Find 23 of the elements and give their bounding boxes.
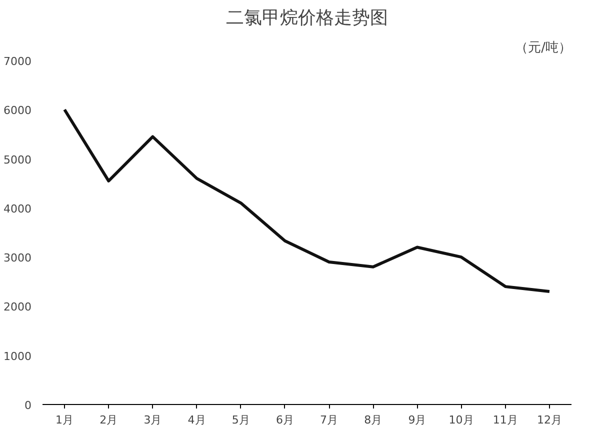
y-tick-label: 4000 [4, 202, 32, 216]
x-tick-label: 12月 [536, 414, 562, 426]
y-tick-label: 0 [24, 399, 32, 412]
y-tick-label: 2000 [4, 300, 32, 314]
y-tick-label: 1000 [4, 350, 32, 363]
x-tick-label: 4月 [188, 414, 206, 426]
y-tick-label: 5000 [4, 153, 32, 166]
x-tick-label: 11月 [492, 414, 518, 426]
y-tick-label: 7000 [4, 55, 32, 68]
y-tick-label: 3000 [4, 252, 32, 265]
x-tick-label: 7月 [320, 414, 338, 426]
x-tick-label: 1月 [56, 414, 74, 426]
x-tick-label: 3月 [144, 414, 162, 426]
x-tick-label: 10月 [448, 414, 474, 426]
x-tick-label: 5月 [232, 414, 250, 426]
x-tick-label: 2月 [100, 414, 118, 426]
line-series [63, 108, 551, 293]
y-axis-title: （元/吨） [515, 40, 572, 56]
y-tick-label: 6000 [4, 104, 32, 118]
x-tick-label: 9月 [408, 414, 426, 426]
x-tick-label: 8月 [364, 414, 382, 426]
chart-title: 二氯甲烷价格走势图 [226, 8, 388, 28]
x-tick-label: 6月 [276, 414, 294, 426]
